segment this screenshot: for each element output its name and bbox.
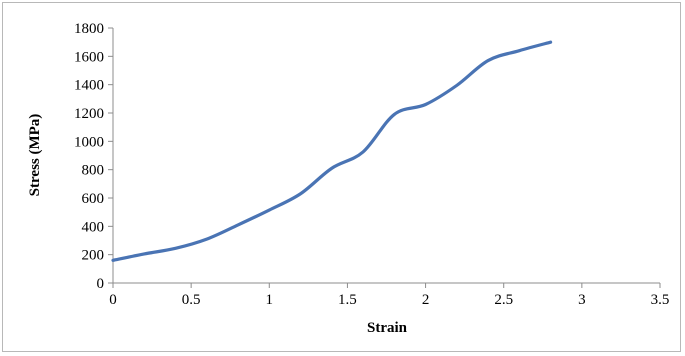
x-axis-title: Strain <box>367 320 408 336</box>
x-tick-label: 0.5 <box>182 292 201 308</box>
y-tick-label: 1800 <box>74 21 104 37</box>
y-tick-label: 800 <box>82 163 105 179</box>
y-tick-label: 400 <box>82 219 105 235</box>
x-tick-label: 2.5 <box>494 292 513 308</box>
y-axis-title: Stress (MPa) <box>27 114 43 197</box>
x-tick-label: 0 <box>109 292 117 308</box>
y-tick-label: 1200 <box>74 106 104 122</box>
x-tick-label: 3.5 <box>651 292 670 308</box>
y-tick-label: 1600 <box>74 49 104 65</box>
plot-area: 0 0.5 1 1.5 2 2.5 3 3.5 0 200 400 600 800 1000 1200 140… <box>74 21 669 308</box>
x-tick-label: 3 <box>578 292 586 308</box>
y-tick-label: 200 <box>82 248 105 264</box>
series-line <box>111 40 553 262</box>
chart-frame <box>2 2 681 352</box>
y-tick-label: 0 <box>97 276 105 292</box>
y-tick-label: 1000 <box>74 134 104 150</box>
y-tick-label: 600 <box>82 191 105 207</box>
y-tick-label: 1400 <box>74 78 104 94</box>
x-tick-label: 1.5 <box>338 292 357 308</box>
x-tick-label: 2 <box>422 292 430 308</box>
x-tick-label: 1 <box>266 292 274 308</box>
